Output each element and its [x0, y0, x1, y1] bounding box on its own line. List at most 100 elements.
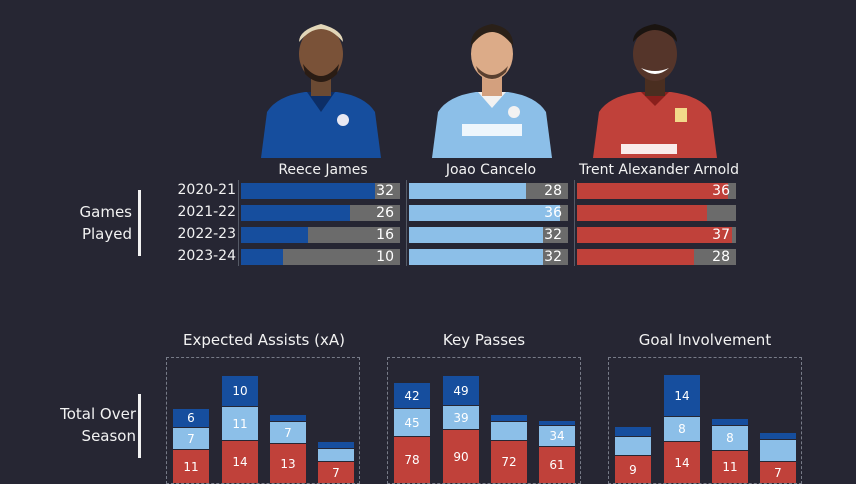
- stack-value-label: 90: [453, 450, 469, 464]
- stack-value-label: 14: [674, 389, 690, 403]
- stack-segment: [615, 427, 651, 436]
- bar: [241, 227, 308, 243]
- bar: [409, 227, 543, 243]
- stack-segment: 34: [539, 426, 575, 446]
- stack-segment: [318, 442, 354, 448]
- stack-segment: 7: [760, 462, 796, 483]
- stack-segment: [491, 422, 527, 440]
- stack-segment: [760, 433, 796, 439]
- bar: [409, 249, 543, 265]
- stack-segment: 13: [270, 444, 306, 483]
- stack-segment: [270, 415, 306, 421]
- total-season-label-line2: Season: [81, 427, 136, 445]
- stack-value-label: 13: [280, 457, 296, 471]
- stack-segment: 45: [394, 409, 430, 436]
- bar-value-label: 36: [544, 205, 562, 221]
- stack-segment: [318, 449, 354, 461]
- player-photo-trent: [591, 12, 719, 158]
- bar-track: 16: [241, 227, 400, 243]
- group-separator: [406, 180, 407, 266]
- bar: [409, 183, 526, 199]
- stack-value-label: 78: [404, 453, 420, 467]
- bar-value-label: 26: [376, 205, 394, 221]
- stack-segment: [712, 419, 748, 425]
- total-season-label-line1: Total Over: [60, 405, 136, 423]
- panel-xa: 11 7 6 14 11 10 13 7 7: [166, 357, 360, 484]
- group-separator: [574, 180, 575, 266]
- bar-value-label: 28: [712, 249, 730, 265]
- season-label: 2021-22: [177, 204, 237, 220]
- stack-value-label: 45: [404, 416, 420, 430]
- bar-track: 10: [241, 249, 400, 265]
- bar-value-label: 37: [712, 227, 730, 243]
- stack-value-label: 72: [501, 455, 517, 469]
- stack-value-label: 61: [549, 458, 565, 472]
- bar: [409, 205, 560, 221]
- stack-value-label: 8: [678, 422, 686, 436]
- bar-value-label: 28: [544, 183, 562, 199]
- group-separator: [238, 180, 239, 266]
- stack-value-label: 14: [232, 455, 248, 469]
- bar-track: 28: [577, 249, 736, 265]
- stack-value-label: 7: [774, 466, 782, 480]
- panel-title-goal-involvement: Goal Involvement: [638, 331, 772, 349]
- bar: [241, 183, 375, 199]
- stack-segment: 14: [222, 441, 258, 483]
- bar-track: [577, 205, 736, 221]
- stack-segment: 78: [394, 437, 430, 483]
- stack-segment: 72: [491, 441, 527, 483]
- stack-segment: 49: [443, 376, 479, 405]
- season-label: 2023-24: [177, 248, 237, 264]
- stack-value-label: 7: [187, 432, 195, 446]
- player-photo-sky-kit-icon: [432, 24, 552, 158]
- bar-track: 32: [409, 227, 568, 243]
- stack-value-label: 11: [722, 460, 738, 474]
- stack-segment: 7: [173, 428, 209, 449]
- season-label: 2022-23: [177, 226, 237, 242]
- panel-title-key-passes: Key Passes: [442, 331, 526, 349]
- stack-segment: 6: [173, 409, 209, 427]
- bar: [241, 205, 350, 221]
- stack-segment: 11: [712, 451, 748, 483]
- stack-segment: 10: [222, 376, 258, 406]
- bar-track: 36: [409, 205, 568, 221]
- player-name-joao: Joao Cancelo: [445, 162, 537, 178]
- bar-value-label: 16: [376, 227, 394, 243]
- bar: [577, 205, 707, 221]
- stack-segment: 8: [664, 417, 700, 441]
- player-photo-joao: [428, 12, 556, 158]
- stack-value-label: 8: [726, 431, 734, 445]
- stack-value-label: 49: [453, 384, 469, 398]
- games-played-label: Games Played: [60, 201, 132, 245]
- bar-track: 26: [241, 205, 400, 221]
- stack-segment: [539, 421, 575, 425]
- stack-segment: 61: [539, 447, 575, 483]
- games-played-bracket: [138, 190, 141, 256]
- stack-segment: 14: [664, 375, 700, 416]
- stack-value-label: 6: [187, 411, 195, 425]
- player-photo-blue-kit-icon: [261, 24, 381, 158]
- stack-value-label: 14: [674, 456, 690, 470]
- stack-segment: 39: [443, 406, 479, 429]
- season-label: 2020-21: [177, 182, 237, 198]
- player-photo-reece: [257, 12, 385, 158]
- bar-track: 36: [577, 183, 736, 199]
- games-played-label-line1: Games: [79, 203, 132, 221]
- stack-value-label: 11: [232, 417, 248, 431]
- stack-segment: 90: [443, 430, 479, 483]
- bar-value-label: 32: [544, 249, 562, 265]
- bar: [577, 183, 728, 199]
- stack-segment: 8: [712, 426, 748, 450]
- bar-track: 28: [409, 183, 568, 199]
- bar-track: 32: [409, 249, 568, 265]
- stack-segment: 14: [664, 442, 700, 483]
- stack-segment: 7: [270, 422, 306, 443]
- bar: [577, 227, 732, 243]
- stack-segment: [760, 440, 796, 461]
- stack-value-label: 39: [453, 411, 469, 425]
- stack-value-label: 9: [629, 463, 637, 477]
- stack-value-label: 10: [232, 384, 248, 398]
- stack-segment: 11: [173, 450, 209, 483]
- panel-goal-involvement: 9 14 8 14 11 8 7: [608, 357, 802, 484]
- stack-value-label: 11: [183, 460, 199, 474]
